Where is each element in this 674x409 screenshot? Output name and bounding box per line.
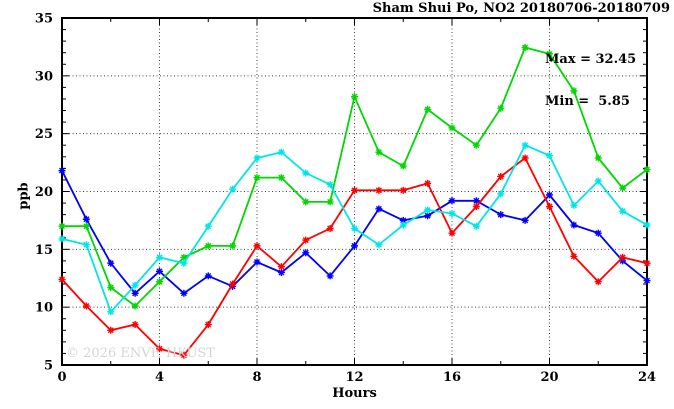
y-tick-label: 5 bbox=[44, 359, 53, 374]
x-tick-label: 4 bbox=[155, 370, 164, 385]
y-tick-label: 15 bbox=[35, 243, 53, 258]
y-tick-label: 10 bbox=[35, 301, 53, 316]
x-tick-label: 0 bbox=[57, 370, 66, 385]
y-axis-label: ppb bbox=[16, 182, 32, 210]
x-tick-label: 8 bbox=[252, 370, 261, 385]
max-value-label: Max = 32.45 bbox=[545, 52, 637, 67]
min-value-label: Min = 5.85 bbox=[545, 94, 630, 109]
y-tick-label: 30 bbox=[35, 69, 53, 84]
watermark-text: © 2026 ENVF, HKUST bbox=[66, 346, 215, 361]
x-tick-label: 12 bbox=[345, 370, 363, 385]
chart-title: Sham Shui Po, NO2 20180706-20180709 bbox=[372, 1, 670, 16]
x-tick-label: 16 bbox=[443, 370, 461, 385]
y-tick-label: 25 bbox=[35, 127, 53, 142]
plot-border bbox=[61, 17, 648, 366]
x-tick-label: 24 bbox=[638, 370, 656, 385]
x-tick-label: 20 bbox=[540, 370, 558, 385]
y-tick-label: 35 bbox=[35, 12, 53, 27]
max-min-annotation: Max = 32.45 Min = 5.85 bbox=[545, 25, 636, 137]
x-axis-label: Hours bbox=[332, 386, 377, 401]
series-green-markers bbox=[58, 43, 651, 310]
series-red-markers bbox=[58, 154, 651, 359]
y-tick-label: 20 bbox=[35, 185, 53, 200]
series-blue-markers bbox=[58, 167, 651, 297]
series-cyan-markers bbox=[58, 141, 651, 316]
